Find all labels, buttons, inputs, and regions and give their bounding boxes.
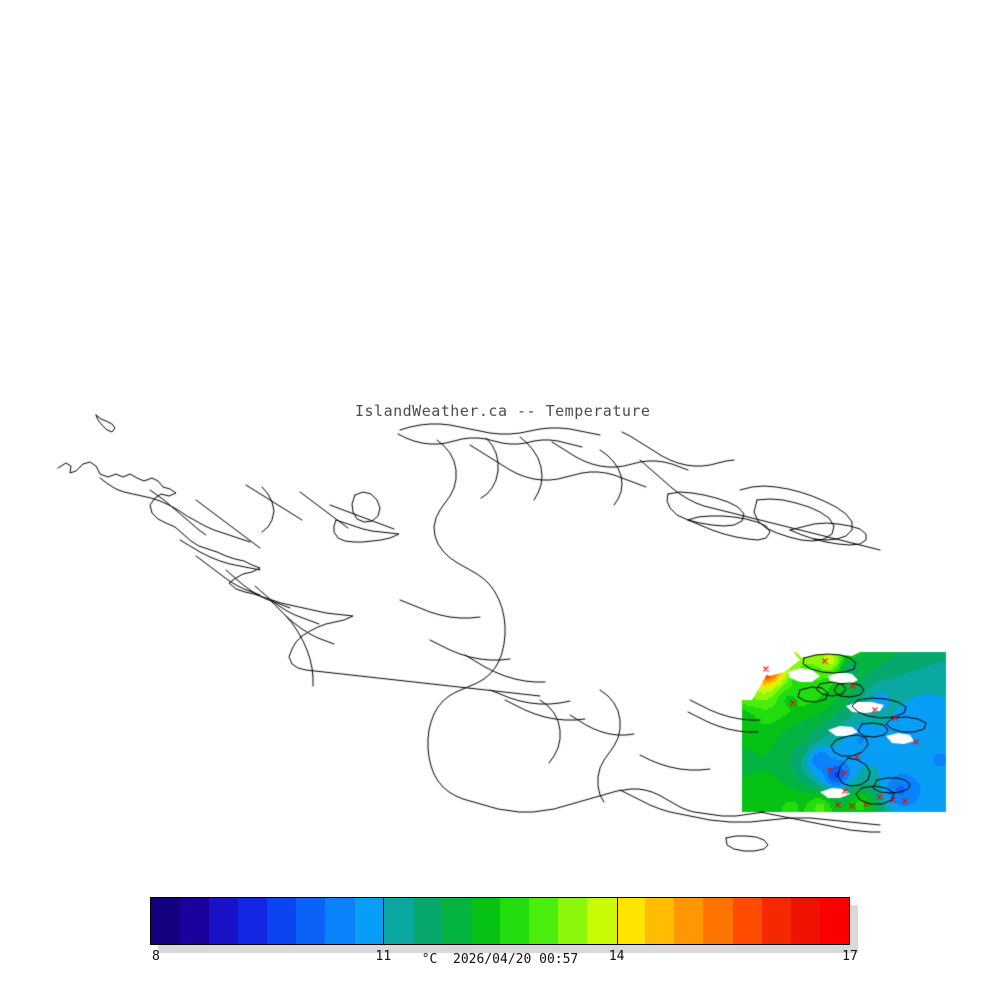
colorbar-swatch-8 <box>383 898 413 944</box>
colorbar-swatch-6 <box>325 898 355 944</box>
colorbar-swatch-15 <box>587 898 617 944</box>
colorbar-label-min: 8 <box>152 949 160 964</box>
colorbar-swatch-13 <box>529 898 559 944</box>
colorbar-swatch-22 <box>790 898 820 944</box>
colorbar-swatch-16 <box>616 898 646 944</box>
colorbar-swatch-5 <box>296 898 326 944</box>
colorbar-swatch-11 <box>470 898 500 944</box>
colorbar-caption: °C 2026/04/20 00:57 <box>421 952 579 967</box>
colorbar-swatch-0 <box>151 898 181 944</box>
page-title: IslandWeather.ca -- Temperature <box>355 402 651 420</box>
colorbar-tick-11 <box>383 897 385 945</box>
colorbar-swatch-20 <box>732 898 762 944</box>
colorbar-swatch-3 <box>238 898 268 944</box>
colorbar-tick-14 <box>616 897 618 945</box>
colorbar-swatch-17 <box>645 898 675 944</box>
colorbar-swatch-7 <box>354 898 384 944</box>
colorbar-swatch-23 <box>819 898 849 944</box>
colorbar-swatch-10 <box>441 898 471 944</box>
colorbar-swatch-2 <box>209 898 239 944</box>
colorbar-swatch-1 <box>180 898 210 944</box>
colorbar-swatch-9 <box>412 898 442 944</box>
colorbar-swatch-18 <box>674 898 704 944</box>
colorbar-swatch-14 <box>558 898 588 944</box>
colorbar-swatch-21 <box>761 898 791 944</box>
colorbar-label-mid1: 11 <box>375 949 392 964</box>
colorbar-swatch-12 <box>499 898 530 944</box>
colorbar-swatches <box>150 897 850 945</box>
colorbar-swatch-4 <box>267 898 297 944</box>
colorbar: 8 11 14 17 <box>150 897 858 964</box>
colorbar-label-max: 17 <box>842 949 858 964</box>
colorbar-swatch-19 <box>703 898 733 944</box>
colorbar-label-mid2: 14 <box>608 949 625 964</box>
